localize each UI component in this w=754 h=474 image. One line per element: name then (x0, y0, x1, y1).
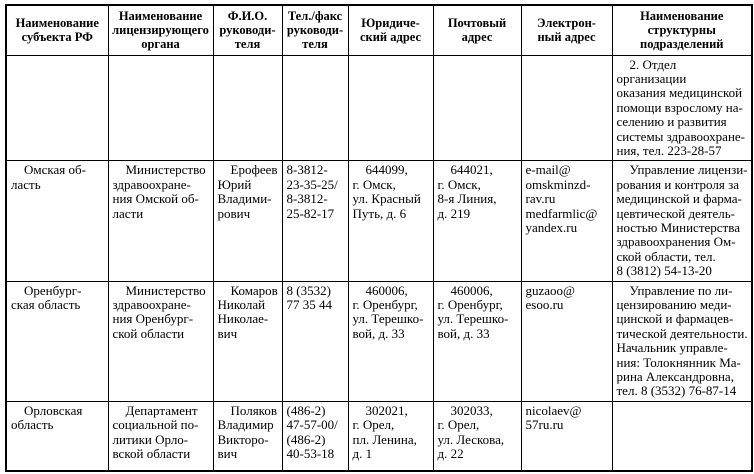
cell-head-name (212, 54, 283, 162)
cell-subject: Омская об- ласть (5, 160, 109, 282)
table-row-orenburg: Оренбург- ская область Министерство здра… (5, 280, 753, 402)
cell-legal-address (347, 54, 434, 162)
cell-subject: Орловская область (5, 400, 109, 472)
cell-subdivisions: Управление по ли- цензированию меди- цин… (611, 280, 753, 402)
cell-phone-fax (281, 54, 349, 162)
column-header-subdivisions: Наименование структурны подразделений (611, 4, 753, 56)
cell-licensing-body: Министерство здравоохране- ния Оренбург-… (107, 280, 214, 402)
cell-licensing-body (107, 54, 214, 162)
cell-email: e-mail@ omskminzd- rav.ru medfarmlic@ ya… (520, 160, 613, 282)
cell-postal-address: 644021, г. Омск, 8-я Линия, д. 219 (432, 160, 522, 282)
cell-subdivisions: 2. Отдел организации оказания медицинско… (611, 54, 753, 162)
cell-subject (5, 54, 109, 162)
column-header-email: Электрон- ный адрес (520, 4, 613, 56)
column-header-subject: Наименование субъекта РФ (5, 4, 109, 56)
cell-legal-address: 644099, г. Омск, ул. Красный Путь, д. 6 (347, 160, 434, 282)
header-row: Наименование субъекта РФ Наименование ли… (5, 4, 753, 56)
cell-licensing-body: Департамент социальной по- литики Орло- … (107, 400, 214, 472)
cell-email (520, 54, 613, 162)
cell-subdivisions: Управление лицензи- рования и контроля з… (611, 160, 753, 282)
cell-email: guzaoo@ esoo.ru (520, 280, 613, 402)
cell-legal-address: 460006, г. Оренбург, ул. Терешко- вой, д… (347, 280, 434, 402)
licensing-authorities-table: Наименование субъекта РФ Наименование ли… (5, 4, 753, 473)
cell-phone-fax: (486-2) 47-57-00/ (486-2) 40-53-18 (281, 400, 349, 472)
cell-subject: Оренбург- ская область (5, 280, 109, 402)
column-header-head-name: Ф.И.О. руководи- теля (212, 4, 283, 56)
cell-email: nicolaev@ 57ru.ru (520, 400, 613, 472)
cell-phone-fax: 8-3812- 23-35-25/ 8-3812- 25-82-17 (281, 160, 349, 282)
cell-phone-fax: 8 (3532) 77 35 44 (281, 280, 349, 402)
cell-head-name: Комаров Николай Николае- вич (212, 280, 283, 402)
cell-postal-address: 302033, г. Орел, ул. Лескова, д. 22 (432, 400, 522, 472)
column-header-postal-address: Почтовый адрес (432, 4, 522, 56)
cell-licensing-body: Министерство здравоохране- ния Омской об… (107, 160, 214, 282)
table-row-continuation: 2. Отдел организации оказания медицинско… (5, 54, 753, 162)
column-header-legal-address: Юридиче- ский адрес (347, 4, 434, 56)
table-row-oryol: Орловская область Департамент социальной… (5, 400, 753, 472)
cell-head-name: Поляков Владимир Викторо- вич (212, 400, 283, 472)
cell-legal-address: 302021, г. Орел, пл. Ленина, д. 1 (347, 400, 434, 472)
cell-subdivisions (611, 400, 753, 472)
column-header-licensing-body: Наименование лицензирующего органа (107, 4, 214, 56)
cell-postal-address (432, 54, 522, 162)
cell-postal-address: 460006, г. Оренбург, ул. Терешко- вой, д… (432, 280, 522, 402)
table-row-omsk: Омская об- ласть Министерство здравоохра… (5, 160, 753, 282)
cell-head-name: Ерофеев Юрий Владими- рович (212, 160, 283, 282)
column-header-phone-fax: Тел./факс руководи- теля (281, 4, 349, 56)
